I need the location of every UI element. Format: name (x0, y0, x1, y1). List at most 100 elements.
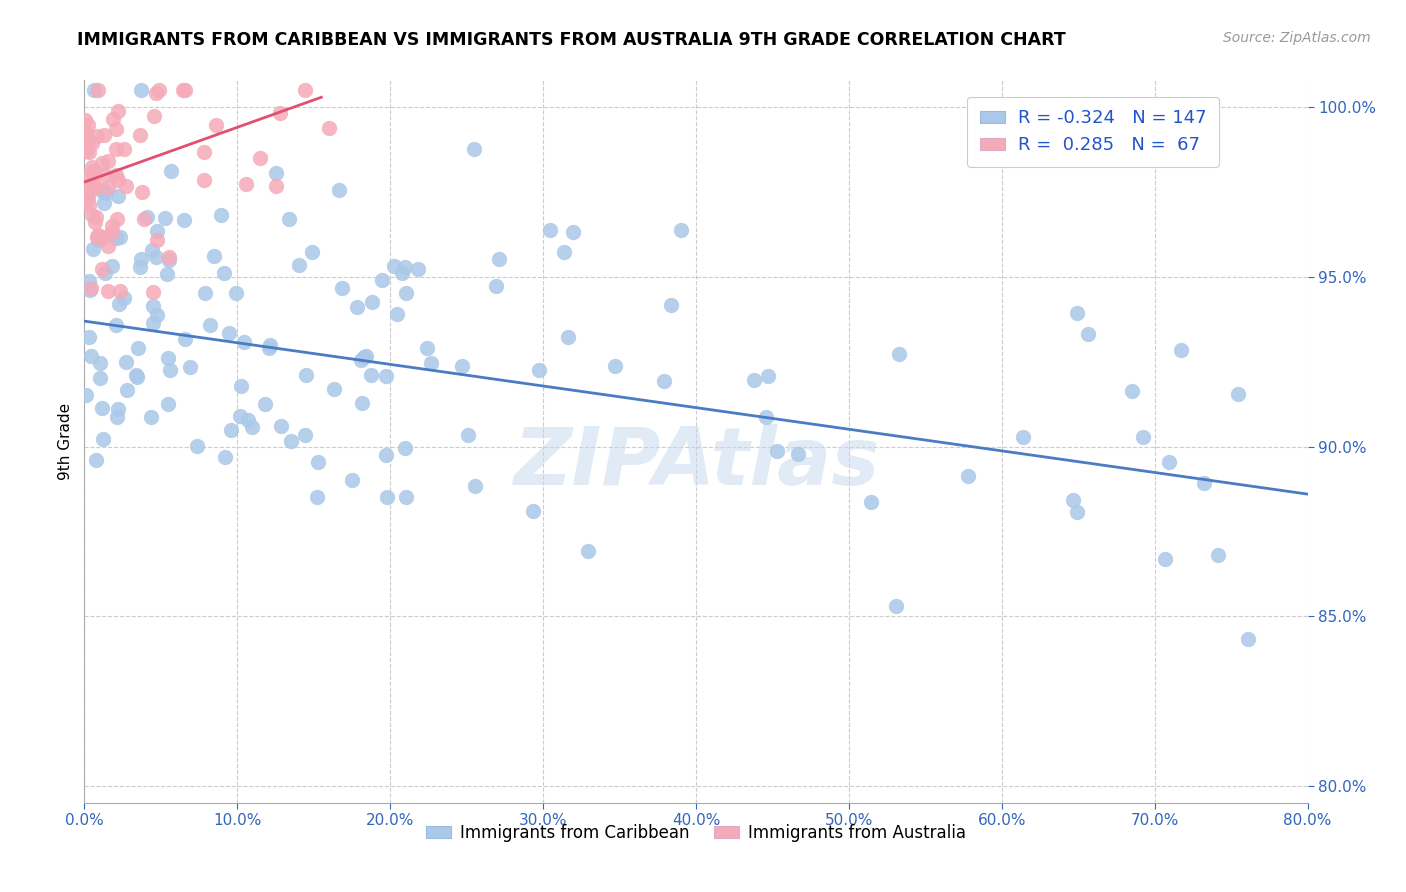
Point (107, 297, 129, 311)
Point (105, 410, 128, 425)
Point (112, 291, 135, 305)
Point (742, 373, 765, 387)
Point (294, 368, 316, 383)
Point (221, 423, 243, 437)
Point (1132, 430, 1154, 444)
Point (101, 112, 124, 126)
Point (349, 352, 371, 367)
Point (146, 224, 169, 238)
Point (457, 428, 479, 442)
Point (1206, 548, 1229, 562)
Point (91, 156, 114, 170)
Point (97, 153, 120, 168)
Point (108, 285, 131, 299)
Point (957, 469, 980, 483)
Point (214, 267, 236, 281)
Point (115, 355, 138, 369)
Point (887, 346, 910, 360)
Point (270, 418, 292, 433)
Point (194, 285, 217, 300)
Point (101, 260, 124, 274)
Point (156, 397, 179, 411)
Point (105, 318, 128, 332)
Point (142, 317, 165, 331)
Point (157, 351, 180, 365)
Point (576, 544, 599, 558)
Point (79, 349, 101, 363)
Point (193, 145, 215, 159)
Point (91, 185, 114, 199)
Point (117, 383, 139, 397)
Point (294, 427, 316, 442)
Point (75, 112, 97, 127)
Point (408, 262, 430, 277)
Point (860, 495, 883, 509)
Point (522, 503, 544, 517)
Point (463, 142, 485, 156)
Point (420, 355, 443, 369)
Point (75, 126, 97, 140)
Point (375, 491, 398, 505)
Text: IMMIGRANTS FROM CARIBBEAN VS IMMIGRANTS FROM AUSTRALIA 9TH GRADE CORRELATION CHA: IMMIGRANTS FROM CARIBBEAN VS IMMIGRANTS … (77, 31, 1066, 49)
Point (91, 183, 114, 197)
Point (652, 374, 675, 388)
Point (145, 251, 167, 265)
Point (153, 211, 176, 225)
Point (146, 233, 169, 247)
Point (233, 335, 256, 350)
Point (86, 229, 108, 244)
Point (97, 284, 120, 298)
Point (485, 278, 508, 293)
Point (307, 490, 329, 504)
Point (214, 450, 236, 465)
Point (104, 168, 127, 182)
Point (229, 409, 252, 424)
Point (146, 308, 169, 322)
Point (218, 326, 240, 340)
Point (172, 83, 194, 97)
Point (84, 210, 107, 224)
Point (756, 368, 779, 383)
Point (87, 83, 110, 97)
Point (79, 283, 101, 297)
Point (160, 164, 183, 178)
Point (75, 180, 97, 194)
Point (107, 402, 129, 417)
Point (129, 83, 152, 97)
Point (249, 151, 271, 165)
Point (765, 443, 787, 458)
Y-axis label: 9th Grade: 9th Grade (58, 403, 73, 480)
Point (77, 330, 100, 344)
Point (179, 359, 201, 374)
Point (97, 238, 120, 252)
Point (139, 410, 162, 425)
Point (93, 196, 115, 211)
Point (277, 211, 299, 226)
Point (110, 230, 132, 244)
Point (391, 266, 413, 280)
Point (202, 249, 225, 263)
Point (84, 181, 107, 195)
Point (112, 142, 135, 156)
Point (125, 368, 148, 383)
Point (143, 109, 166, 123)
Point (77, 133, 100, 147)
Point (671, 223, 693, 237)
Point (104, 231, 127, 245)
Point (84, 452, 107, 467)
Point (229, 379, 252, 393)
Point (238, 413, 260, 427)
Point (107, 104, 129, 119)
Point (1066, 306, 1088, 320)
Point (89, 371, 111, 385)
Point (83, 178, 105, 193)
Point (350, 395, 373, 409)
Point (1011, 430, 1033, 444)
Point (200, 318, 222, 332)
Point (131, 185, 153, 199)
Point (77, 145, 100, 159)
Point (129, 252, 152, 266)
Point (257, 341, 280, 355)
Point (659, 297, 682, 311)
Point (1062, 493, 1084, 508)
